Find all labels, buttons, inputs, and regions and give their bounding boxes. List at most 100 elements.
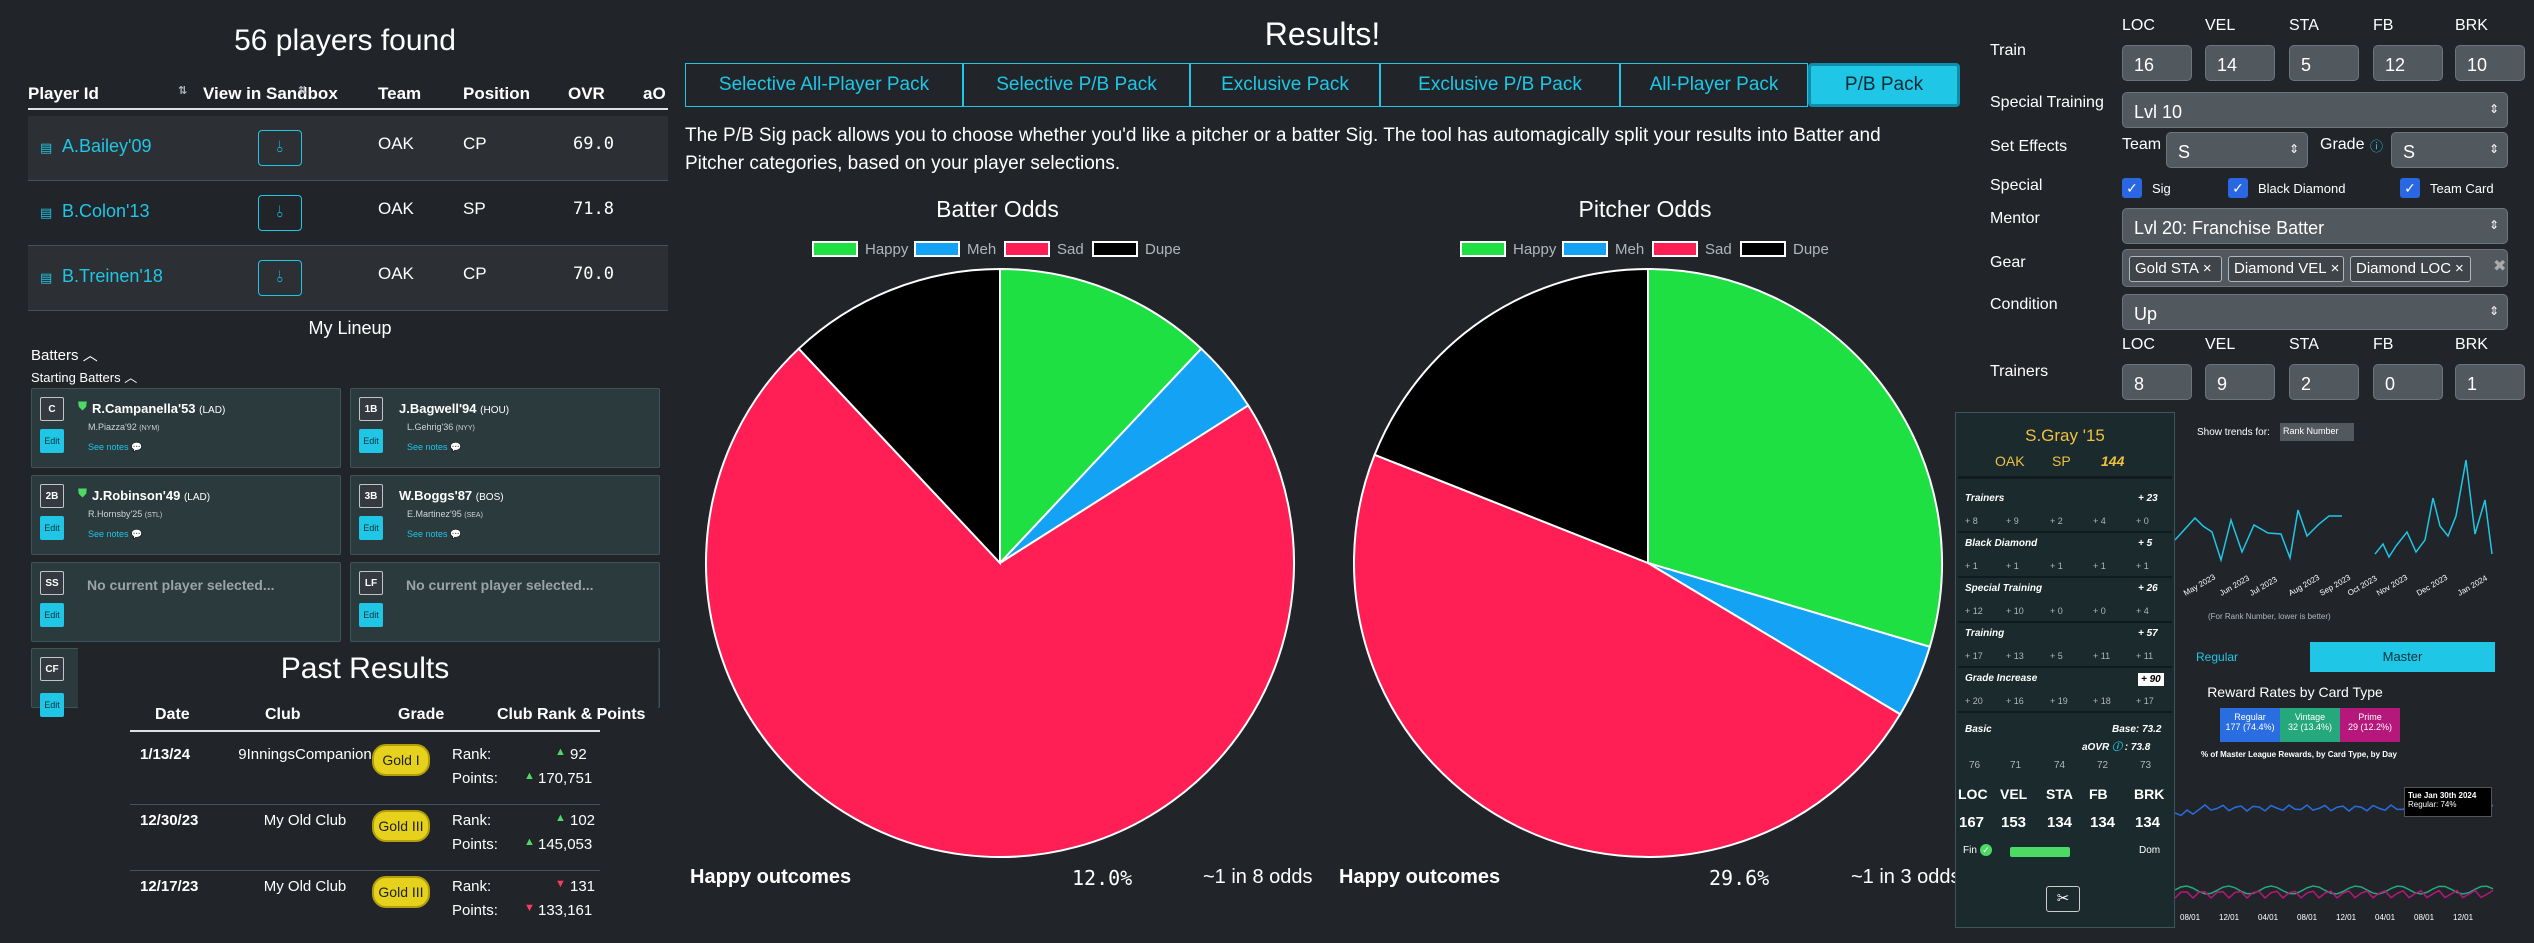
legend-swatch [1092, 241, 1138, 257]
sandbox-button[interactable]: ⫰ [258, 130, 302, 166]
train-input-sta[interactable]: 5 [2289, 45, 2359, 81]
pitcher-odds: ~1 in 3 odds [1851, 866, 1961, 888]
stat-header: LOC [2122, 17, 2155, 34]
stat-header: FB [2373, 17, 2394, 34]
grade-badge: Gold III [372, 876, 430, 908]
tab-pack[interactable]: All-Player Pack [1620, 63, 1808, 107]
batter-pie-chart [705, 267, 1295, 858]
lineup-slot[interactable]: 3B Edit W.Boggs'87 (BOS) E.Martinez'95 (SEA… [350, 475, 660, 555]
column-header[interactable]: OVR [568, 84, 605, 103]
trainer-input-vel[interactable]: 9 [2205, 364, 2275, 400]
result-date: 12/30/23 [140, 812, 199, 829]
edit-button[interactable]: Edit [40, 516, 64, 540]
player-link[interactable]: A.Bailey'09 [62, 136, 152, 156]
special-training-select[interactable]: Lvl 10 ⇕ [2122, 92, 2508, 128]
edit-button[interactable]: Edit [40, 693, 64, 717]
sandbox-button[interactable]: ⫰ [258, 195, 302, 231]
checkbox-checked[interactable]: ✓ [2228, 178, 2248, 198]
edit-button[interactable]: Edit [359, 429, 383, 453]
tab-pack[interactable]: Exclusive P/B Pack [1380, 63, 1620, 107]
tab-pack[interactable]: Exclusive Pack [1190, 63, 1380, 107]
train-input-vel[interactable]: 14 [2205, 45, 2275, 81]
condition-label: Condition [1990, 296, 2058, 313]
tools-button[interactable]: ✂ [2046, 886, 2080, 912]
tab-pack[interactable]: Selective All-Player Pack [685, 63, 963, 107]
grade-set-select[interactable]: S ⇕ [2391, 132, 2508, 168]
trainer-input-loc[interactable]: 8 [2122, 364, 2192, 400]
see-notes-link[interactable]: See notes 💬 [407, 529, 462, 539]
pie-slice-dupe [1373, 267, 1649, 565]
gear-chip[interactable]: Gold STA × [2129, 256, 2222, 282]
train-input-brk[interactable]: 10 [2455, 45, 2525, 81]
gear-chip[interactable]: Diamond LOC × [2350, 256, 2471, 282]
condition-select[interactable]: Up ⇕ [2122, 294, 2508, 330]
starting-batters-toggle[interactable]: Starting Batters ︿ [31, 370, 138, 385]
chevron-up-icon: ︿ [82, 347, 98, 364]
lineup-slot[interactable]: 2B Edit ⛊ J.Robinson'49 (LAD) R.Hornsby'25 (… [31, 475, 341, 555]
remove-icon[interactable]: × [2202, 260, 2212, 277]
checkbox-checked[interactable]: ✓ [2400, 178, 2420, 198]
trend-line [2374, 459, 2493, 559]
card-section-value: + 4 [2136, 606, 2149, 616]
clear-icon[interactable]: ✖ [2493, 258, 2507, 275]
see-notes-link[interactable]: See notes 💬 [407, 442, 462, 452]
train-input-fb[interactable]: 12 [2373, 45, 2443, 81]
column-header[interactable]: View in Sandbox [203, 84, 338, 103]
tab-regular[interactable]: Regular [2196, 650, 2239, 664]
column-header[interactable]: Team [378, 84, 422, 103]
remove-icon[interactable]: × [2455, 260, 2464, 277]
player-link[interactable]: B.Colon'13 [62, 201, 150, 221]
info-icon[interactable]: ⓘ [2370, 139, 2384, 154]
batters-toggle[interactable]: Batters ︿ [31, 347, 98, 364]
checkbox-checked[interactable]: ✓ [2122, 178, 2142, 198]
tab-master[interactable]: Master [2310, 642, 2495, 672]
batter-happy-pct: 12.0% [1072, 866, 1133, 890]
gear-chip[interactable]: Diamond VEL × [2228, 256, 2344, 282]
team-cell: OAK [378, 199, 414, 218]
x-tick-label: 12/01 [2219, 913, 2240, 922]
gear-multiselect[interactable]: Gold STA × Diamond VEL × Diamond LOC × ✖ [2122, 249, 2508, 287]
trainer-input-fb[interactable]: 0 [2373, 364, 2443, 400]
card-section-total: + 23 [2138, 493, 2158, 504]
info-icon[interactable]: ⓘ [2109, 742, 2125, 753]
chevron-updown-icon: ⇕ [2288, 142, 2299, 156]
train-input-loc[interactable]: 16 [2122, 45, 2192, 81]
arrow-down-icon: ▼ [524, 902, 535, 914]
sandbox-button[interactable]: ⫰ [258, 260, 302, 296]
column-header[interactable]: aO [643, 84, 666, 103]
column-header[interactable]: Position [463, 84, 531, 103]
tab-pack[interactable]: Selective P/B Pack [963, 63, 1190, 107]
mentor-select[interactable]: Lvl 20: Franchise Batter ⇕ [2122, 208, 2508, 244]
see-notes-link[interactable]: See notes 💬 [88, 529, 143, 539]
lineup-slot[interactable]: SS Edit No current player selected... [31, 562, 341, 642]
condition-slider[interactable] [2010, 847, 2070, 857]
divider [130, 730, 600, 732]
card-section-value: + 0 [2050, 606, 2063, 616]
lineup-slot[interactable]: 1B Edit J.Bagwell'94 (HOU) L.Gehrig'36 (NYY… [350, 388, 660, 468]
chevron-updown-icon: ⇕ [2488, 304, 2499, 318]
tab-pack[interactable]: P/B Pack [1808, 63, 1960, 107]
edit-button[interactable]: Edit [359, 603, 383, 627]
pie-slice-sad [705, 347, 1295, 858]
edit-button[interactable]: Edit [40, 429, 64, 453]
card-section-value: + 11 [2093, 651, 2111, 661]
trend-select[interactable]: Rank Number [2280, 423, 2354, 441]
edit-button[interactable]: Edit [40, 603, 64, 627]
edit-button[interactable]: Edit [359, 516, 383, 540]
team-set-select[interactable]: S ⇕ [2166, 132, 2308, 168]
card-position: SP [2052, 453, 2071, 469]
reward-line [2175, 885, 2494, 895]
trainer-input-sta[interactable]: 2 [2289, 364, 2359, 400]
lineup-slot[interactable]: C Edit ⛊ R.Campanella'53 (LAD) M.Piazza'92 (… [31, 388, 341, 468]
lineup-slot[interactable]: LF Edit No current player selected... [350, 562, 660, 642]
legend-label: Sad [1705, 241, 1732, 258]
player-link[interactable]: B.Treinen'18 [62, 266, 163, 286]
remove-icon[interactable]: × [2330, 260, 2340, 277]
trainer-input-brk[interactable]: 1 [2455, 364, 2525, 400]
stat-header: STA [2289, 17, 2319, 34]
see-notes-link[interactable]: See notes 💬 [88, 442, 143, 452]
team-cell: OAK [378, 134, 414, 153]
card-section-value: + 1 [1965, 561, 1978, 571]
lineup-player-name: J.Bagwell'94 (HOU) [399, 401, 510, 416]
column-header[interactable]: Player Id [28, 84, 99, 103]
